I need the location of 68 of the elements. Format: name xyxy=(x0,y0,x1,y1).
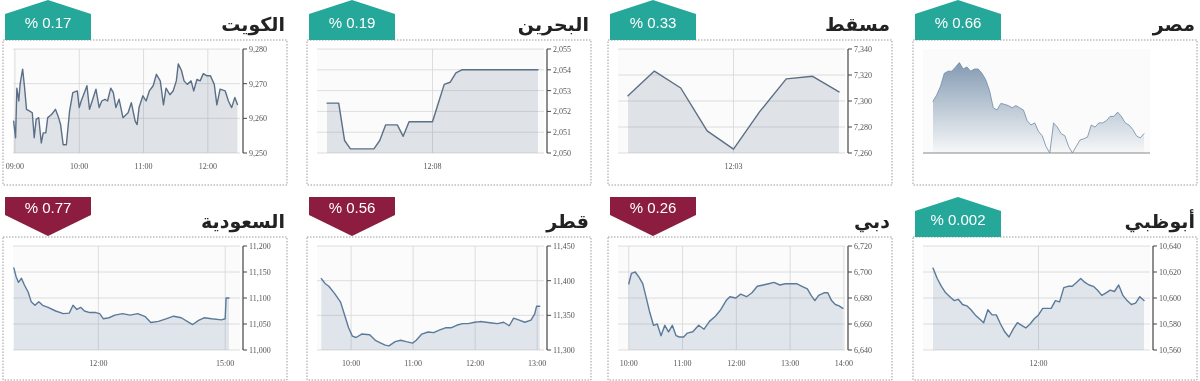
x-tick-label: 13:00 xyxy=(781,359,800,368)
badge: % 0.77 xyxy=(5,197,91,236)
x-tick-label: 09:00 xyxy=(5,162,25,171)
y-tick-label: 11,100 xyxy=(249,294,271,303)
y-tick-label: 7,300 xyxy=(854,97,872,106)
y-tick-label: 10,640 xyxy=(1159,242,1181,251)
chart-title: السعودية xyxy=(200,210,285,233)
y-tick-label: 7,340 xyxy=(854,45,872,54)
x-tick-label: 12:00 xyxy=(466,359,485,368)
x-tick-label: 12:00 xyxy=(727,359,746,368)
badge: % 0.19 xyxy=(309,0,395,40)
y-tick-label: 10,600 xyxy=(1159,294,1181,303)
chart-title: قطر xyxy=(545,210,589,233)
y-tick-label: 2,052 xyxy=(553,107,571,117)
y-tick-label: 11,300 xyxy=(553,346,575,355)
y-tick-label: 2,054 xyxy=(553,65,571,75)
chart-title: البحرين xyxy=(517,13,589,36)
x-tick-label: 12:00 xyxy=(198,162,217,171)
badge: % 0.17 xyxy=(5,0,91,40)
y-tick-label: 2,050 xyxy=(553,149,571,158)
y-tick-label: 6,700 xyxy=(854,268,872,277)
y-tick-label: 2,055 xyxy=(553,45,571,54)
y-tick-label: 6,660 xyxy=(854,320,872,329)
x-tick-label: 14:00 xyxy=(834,359,854,368)
y-tick-label: 11,150 xyxy=(249,268,271,277)
y-tick-label: 7,280 xyxy=(854,123,872,132)
y-tick-label: 9,250 xyxy=(249,149,267,158)
y-tick-label: 10,560 xyxy=(1159,346,1181,355)
y-tick-label: 10,620 xyxy=(1159,268,1181,277)
x-tick-label: 15:00 xyxy=(216,359,235,368)
x-tick-label: 10:00 xyxy=(619,359,638,368)
y-tick-label: 2,051 xyxy=(553,128,571,138)
badge: % 0.33 xyxy=(610,0,696,40)
y-tick-label: 6,640 xyxy=(854,346,872,355)
x-tick-label: 12:08 xyxy=(423,162,442,171)
badge: % 0.66 xyxy=(915,0,1001,40)
y-tick-label: 10,580 xyxy=(1159,320,1181,329)
y-tick-label: 11,450 xyxy=(553,242,575,251)
y-tick-label: 9,280 xyxy=(249,45,267,54)
y-tick-label: 7,260 xyxy=(854,149,872,158)
badge: % 0.26 xyxy=(610,197,696,236)
x-tick-label: 11:00 xyxy=(134,162,153,171)
chart-title: أبوظبي xyxy=(1124,209,1195,233)
y-tick-label: 6,680 xyxy=(854,294,872,303)
chart-title: الكويت xyxy=(221,13,285,36)
y-tick-label: 11,400 xyxy=(553,276,575,286)
chart-title: مصر xyxy=(1151,13,1195,36)
x-tick-label: 11:00 xyxy=(673,359,692,368)
badge: % 0.56 xyxy=(309,197,395,236)
x-tick-label: 10:00 xyxy=(70,162,89,171)
chart-title: مسقط xyxy=(824,13,890,35)
y-tick-label: 11,200 xyxy=(249,242,271,251)
y-tick-label: 9,260 xyxy=(249,114,267,124)
x-tick-label: 12:03 xyxy=(724,162,743,171)
y-tick-label: 2,053 xyxy=(553,86,571,96)
x-tick-label: 12:00 xyxy=(1029,359,1048,368)
y-tick-label: 11,000 xyxy=(249,346,271,355)
badge: % 0.002 xyxy=(915,197,1001,237)
y-tick-label: 7,320 xyxy=(854,71,872,80)
x-tick-label: 11:00 xyxy=(404,359,423,368)
x-tick-label: 10:00 xyxy=(341,359,361,368)
y-tick-label: 9,270 xyxy=(249,79,267,89)
y-tick-label: 11,050 xyxy=(249,320,271,329)
y-tick-label: 11,350 xyxy=(553,311,575,321)
chart-title: دبي xyxy=(853,210,891,233)
y-tick-label: 6,720 xyxy=(854,242,872,251)
x-tick-label: 13:00 xyxy=(528,359,547,368)
x-tick-label: 12:00 xyxy=(89,359,108,368)
